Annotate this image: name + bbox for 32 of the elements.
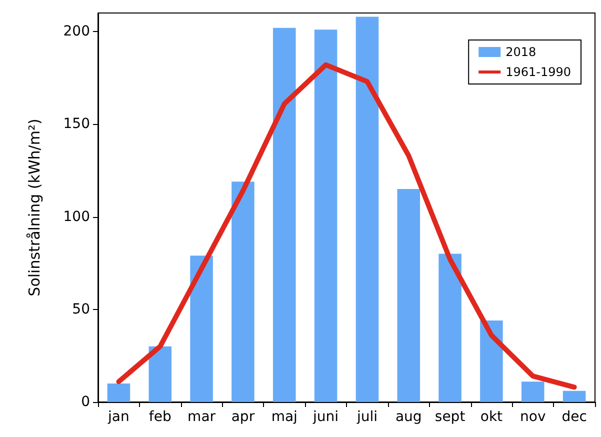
bar [314,30,338,402]
y-tick-label: 200 [63,24,90,40]
x-tick-label: maj [271,409,298,425]
x-tick-label: sept [434,409,466,425]
bar [397,188,420,402]
bar [232,182,254,402]
bar [107,383,130,402]
x-tick-label: jan [107,409,130,425]
bar [356,16,379,402]
y-tick-label: 150 [63,116,90,132]
x-tick-label: juli [356,409,378,425]
y-axis-title: Solinstrålning (kWh/m²) [26,118,44,296]
y-tick-label: 50 [72,301,90,318]
legend-label: 2018 [506,45,536,59]
bar [562,390,586,402]
x-tick-label: apr [231,409,255,425]
bar [272,28,296,402]
bar [438,254,462,402]
x-tick-label: nov [520,409,546,425]
bar [480,320,503,402]
x-tick-label: aug [395,409,422,425]
x-tick-label: feb [148,409,172,425]
y-tick-label: 100 [63,208,90,225]
x-tick-label: dec [562,409,587,425]
bar [521,382,544,402]
legend-label: 1961-1990 [506,65,572,79]
x-tick-label: okt [480,409,504,425]
bar [190,256,213,402]
bar [148,346,172,402]
y-tick-label: 0 [81,394,90,410]
x-tick-label: juni [312,409,339,425]
x-tick-label: mar [188,409,216,425]
